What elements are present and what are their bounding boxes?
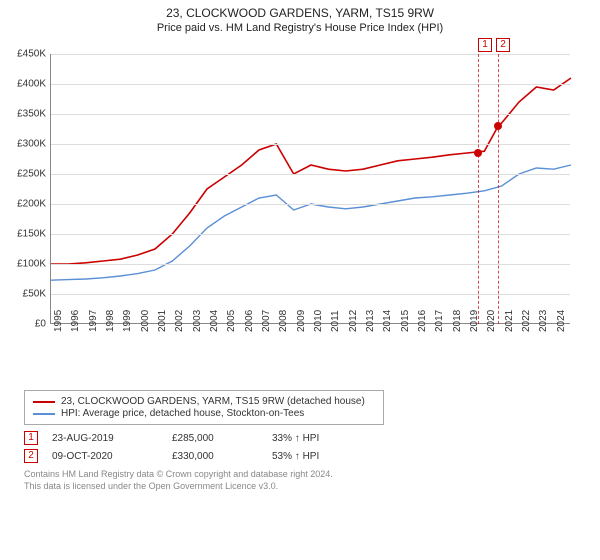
chart-legend: 23, CLOCKWOOD GARDENS, YARM, TS15 9RW (d…	[24, 390, 384, 425]
x-axis-label: 2002	[174, 310, 185, 332]
sale-date: 09-OCT-2020	[52, 451, 172, 462]
sale-markers-header: 12	[0, 38, 600, 52]
y-axis-label: £400K	[10, 79, 46, 90]
x-axis-label: 1996	[70, 310, 81, 332]
x-axis-label: 2020	[486, 310, 497, 332]
x-axis-label: 2012	[348, 310, 359, 332]
gridline	[51, 204, 570, 205]
legend-swatch	[33, 413, 55, 415]
y-axis-label: £450K	[10, 49, 46, 60]
x-axis-label: 2010	[313, 310, 324, 332]
y-axis-label: £250K	[10, 169, 46, 180]
sale-marker-top: 2	[496, 38, 510, 52]
gridline	[51, 294, 570, 295]
x-axis-label: 2008	[278, 310, 289, 332]
gridline	[51, 84, 570, 85]
x-axis-label: 1998	[105, 310, 116, 332]
gridline	[51, 54, 570, 55]
x-axis-label: 2004	[209, 310, 220, 332]
sale-vline	[478, 54, 479, 324]
x-axis-label: 2014	[382, 310, 393, 332]
sale-delta: 33% ↑ HPI	[272, 433, 372, 444]
legend-label: 23, CLOCKWOOD GARDENS, YARM, TS15 9RW (d…	[61, 396, 365, 407]
sale-row: 2 09-OCT-2020£330,00053% ↑ HPI	[24, 449, 576, 463]
gridline	[51, 174, 570, 175]
footer-line-2: This data is licensed under the Open Gov…	[24, 481, 576, 493]
x-axis-label: 1999	[122, 310, 133, 332]
y-axis-label: £50K	[10, 289, 46, 300]
sale-dot	[494, 122, 502, 130]
y-axis-label: £200K	[10, 199, 46, 210]
x-axis-label: 2005	[226, 310, 237, 332]
gridline	[51, 264, 570, 265]
plot-area	[50, 54, 570, 324]
x-axis-label: 2019	[469, 310, 480, 332]
title-block: 23, CLOCKWOOD GARDENS, YARM, TS15 9RW Pr…	[0, 0, 600, 36]
sale-row: 1 23-AUG-2019£285,00033% ↑ HPI	[24, 431, 576, 445]
x-axis-label: 2021	[504, 310, 515, 332]
sale-vline	[498, 54, 499, 324]
x-axis-label: 2011	[330, 310, 341, 332]
gridline	[51, 114, 570, 115]
sale-price: £330,000	[172, 451, 272, 462]
chart-lines	[51, 54, 571, 324]
y-axis-label: £150K	[10, 229, 46, 240]
gridline	[51, 234, 570, 235]
y-axis-label: £300K	[10, 139, 46, 150]
y-axis-label: £0	[10, 319, 46, 330]
sales-table: 1 23-AUG-2019£285,00033% ↑ HPI 2 09-OCT-202…	[24, 431, 576, 463]
footer-attribution: Contains HM Land Registry data © Crown c…	[24, 469, 576, 492]
legend-label: HPI: Average price, detached house, Stoc…	[61, 408, 304, 419]
x-axis-label: 2018	[452, 310, 463, 332]
footer-line-1: Contains HM Land Registry data © Crown c…	[24, 469, 576, 481]
gridline	[51, 144, 570, 145]
page-title: 23, CLOCKWOOD GARDENS, YARM, TS15 9RW	[0, 6, 600, 20]
x-axis-label: 2006	[244, 310, 255, 332]
price-chart: £0 £50K £100K £150K £200K £250K £300K £350K £400…	[10, 54, 570, 354]
x-axis-label: 1997	[88, 310, 99, 332]
sale-dot	[474, 149, 482, 157]
sale-marker-icon: 2	[24, 449, 38, 463]
x-axis-label: 2022	[521, 310, 532, 332]
x-axis-label: 2007	[261, 310, 272, 332]
x-axis-label: 2024	[556, 310, 567, 332]
legend-row: HPI: Average price, detached house, Stoc…	[33, 408, 375, 419]
y-axis-label: £350K	[10, 109, 46, 120]
sale-delta: 53% ↑ HPI	[272, 451, 372, 462]
x-axis-label: 2009	[296, 310, 307, 332]
x-axis-label: 2017	[434, 310, 445, 332]
legend-swatch	[33, 401, 55, 403]
series-hpi	[51, 165, 571, 280]
sale-marker-icon: 1	[24, 431, 38, 445]
page-subtitle: Price paid vs. HM Land Registry's House …	[0, 22, 600, 34]
x-axis-label: 2016	[417, 310, 428, 332]
sale-price: £285,000	[172, 433, 272, 444]
y-axis-label: £100K	[10, 259, 46, 270]
x-axis-label: 2001	[157, 310, 168, 332]
x-axis-label: 2000	[140, 310, 151, 332]
series-property	[51, 78, 571, 264]
legend-row: 23, CLOCKWOOD GARDENS, YARM, TS15 9RW (d…	[33, 396, 375, 407]
x-axis-label: 1995	[53, 310, 64, 332]
x-axis-label: 2013	[365, 310, 376, 332]
sale-marker-top: 1	[478, 38, 492, 52]
x-axis-label: 2003	[192, 310, 203, 332]
x-axis-label: 2015	[400, 310, 411, 332]
sale-date: 23-AUG-2019	[52, 433, 172, 444]
x-axis-label: 2023	[538, 310, 549, 332]
